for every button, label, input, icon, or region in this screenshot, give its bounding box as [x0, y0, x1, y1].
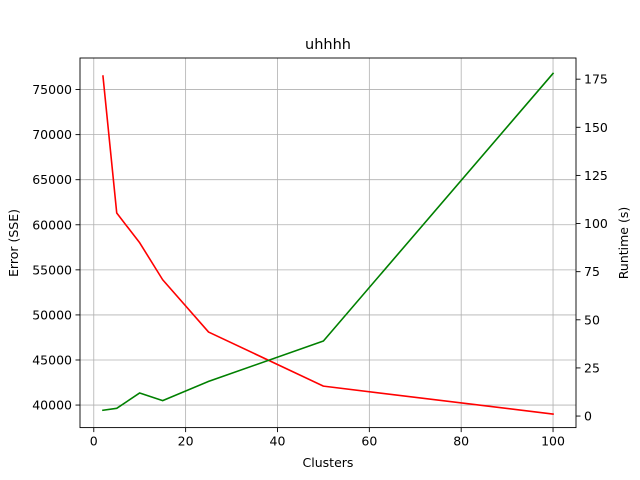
y-right-tick-label: 75	[584, 264, 600, 279]
error-series-line	[102, 75, 554, 415]
y-right-tick-label: 150	[584, 120, 608, 135]
y-left-tick-label: 65000	[32, 172, 72, 187]
y-axis-label-right: Runtime (s)	[616, 207, 631, 279]
x-tick-label: 60	[361, 434, 377, 449]
x-axis-label: Clusters	[303, 455, 354, 470]
x-tick-label: 20	[178, 434, 194, 449]
x-tick-label: 40	[270, 434, 286, 449]
y-left-tick-label: 60000	[32, 217, 72, 232]
chart-title: uhhhh	[305, 37, 351, 53]
y-left-tick-label: 55000	[32, 262, 72, 277]
x-tick-label: 0	[90, 434, 98, 449]
y-left-tick-label: 75000	[32, 82, 72, 97]
plot-frame	[79, 57, 577, 429]
y-left-tick-label: 45000	[32, 352, 72, 367]
y-left-tick-label: 40000	[32, 398, 72, 413]
x-tick-label: 100	[541, 434, 565, 449]
runtime-series-line	[102, 72, 555, 412]
y-left-tick-label: 50000	[32, 307, 72, 322]
y-right-tick-label: 0	[584, 409, 592, 424]
y-right-tick-label: 125	[584, 168, 608, 183]
series-layer	[102, 72, 555, 415]
y-right-tick-label: 50	[584, 312, 600, 327]
y-right-tick-label: 25	[584, 360, 600, 375]
grid-layer	[80, 58, 576, 428]
x-tick-label: 80	[453, 434, 469, 449]
y-right-tick-label: 175	[584, 72, 608, 87]
ticks-layer: 0 20 40 60 80 100 40000 45000 50000 55000 60000 650…	[32, 72, 608, 449]
y-axis-label-left: Error (SSE)	[6, 209, 21, 277]
y-right-tick-label: 100	[584, 216, 608, 231]
y-left-tick-label: 70000	[32, 127, 72, 142]
